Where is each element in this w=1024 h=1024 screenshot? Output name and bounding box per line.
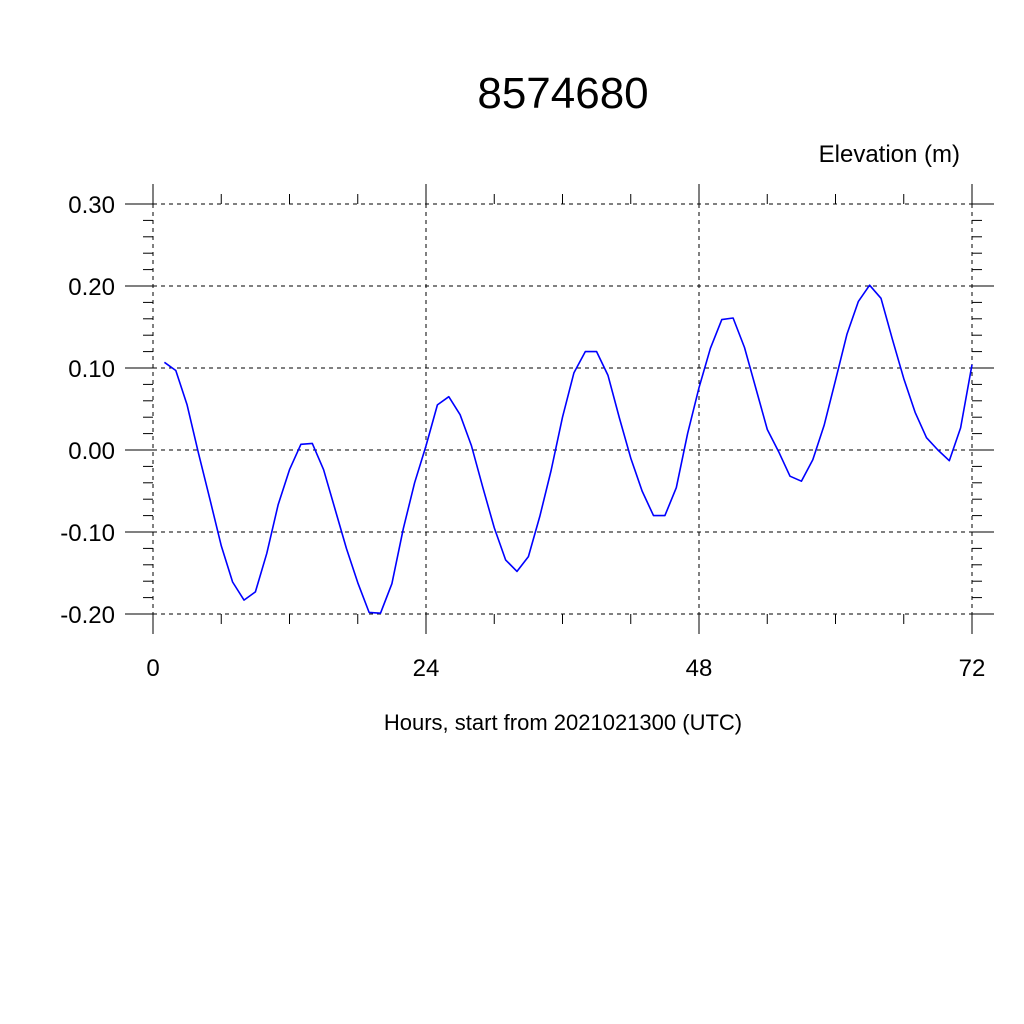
x-tick-label: 0 bbox=[146, 655, 159, 682]
y-tick-label: -0.10 bbox=[60, 520, 115, 547]
y-tick-label: 0.10 bbox=[68, 356, 115, 383]
major-ticks bbox=[125, 184, 994, 634]
y-tick-label: 0.30 bbox=[68, 192, 115, 219]
x-axis-label: Hours, start from 2021021300 (UTC) bbox=[384, 710, 742, 735]
y-tick-label: 0.00 bbox=[68, 438, 115, 465]
x-tick-label: 48 bbox=[686, 655, 713, 682]
x-tick-label: 72 bbox=[959, 655, 986, 682]
chart-title: 8574680 bbox=[477, 69, 648, 118]
series-layer bbox=[163, 284, 973, 615]
series-line bbox=[163, 284, 973, 615]
x-tick-label: 24 bbox=[413, 655, 440, 682]
y-tick-label: -0.20 bbox=[60, 602, 115, 629]
y-axis-label: Elevation (m) bbox=[819, 141, 960, 168]
y-tick-label: 0.20 bbox=[68, 274, 115, 301]
minor-ticks bbox=[143, 194, 982, 624]
tick-labels: -0.20 -0.10 0.00 0.10 0.20 0.30 0 24 48 72 bbox=[60, 192, 985, 682]
